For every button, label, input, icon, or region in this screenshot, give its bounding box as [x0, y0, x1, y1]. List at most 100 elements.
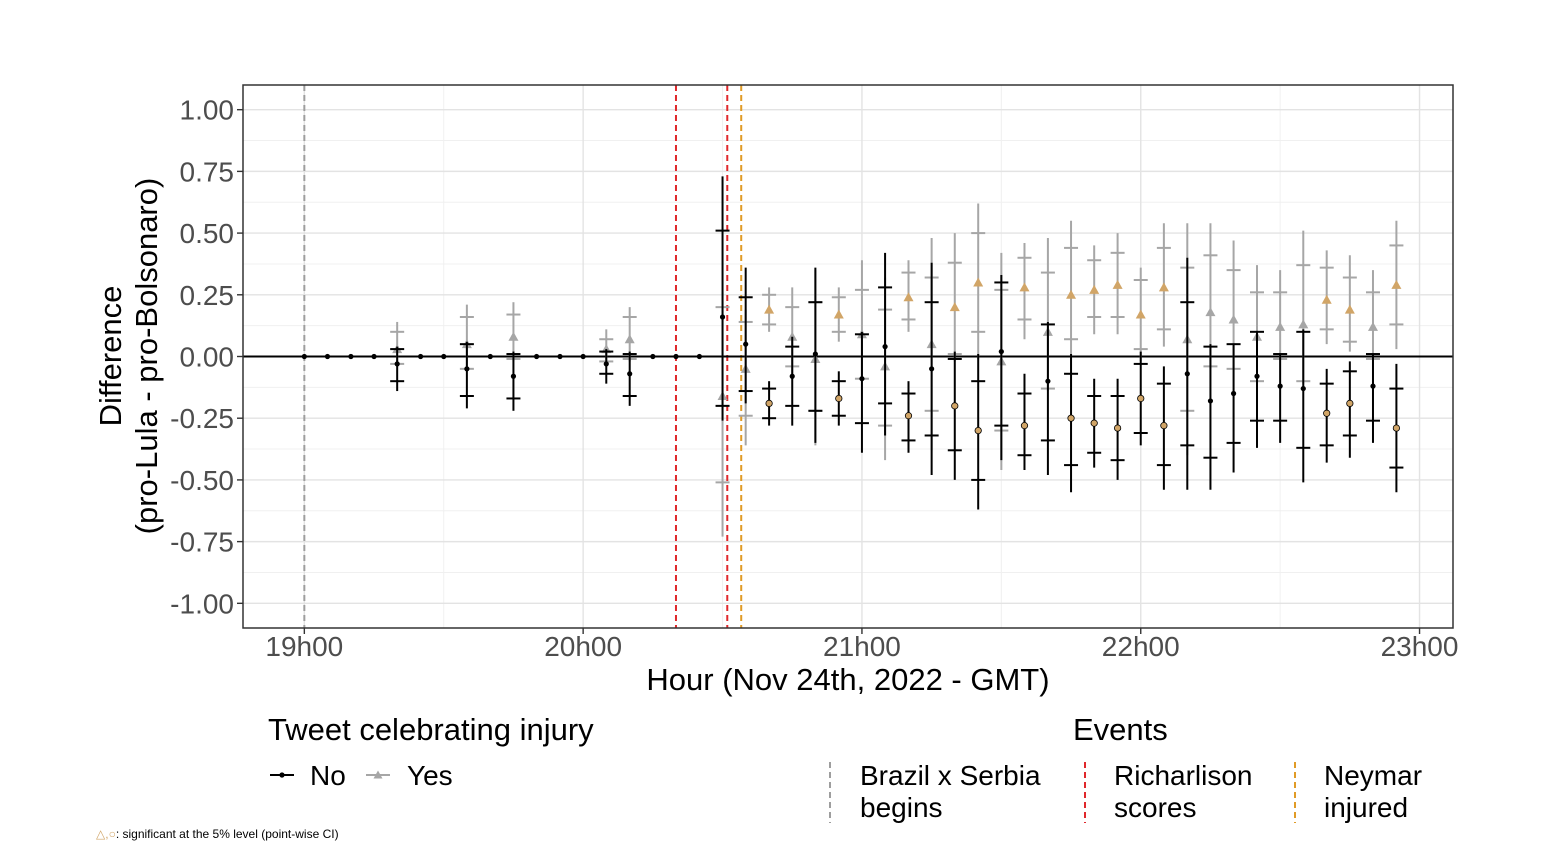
data-point [464, 366, 470, 372]
legend-key-no [270, 772, 294, 778]
x-tick-label: 19h00 [265, 631, 343, 662]
x-axis: 19h00 20h00 21h00 22h00 23h00 [265, 628, 1458, 662]
data-point [1298, 319, 1309, 329]
data-point [1090, 419, 1098, 427]
data-point [904, 412, 913, 420]
legend-tweet-title: Tweet celebrating injury [268, 712, 594, 747]
y-tick-label: 0.75 [180, 156, 235, 187]
data-point [974, 426, 982, 435]
y-axis-title-line1: Difference [93, 286, 128, 427]
data-point [1370, 383, 1376, 389]
legend-key-yes [366, 770, 390, 779]
data-point [301, 353, 307, 360]
data-point [764, 304, 775, 314]
data-point [1020, 422, 1029, 430]
legend-event2-line1: Richarlison [1114, 760, 1253, 791]
y-tick-label: -0.25 [170, 403, 234, 434]
data-point [1254, 373, 1260, 379]
data-point [1230, 390, 1237, 397]
data-point [1344, 304, 1355, 314]
data-point [1045, 378, 1051, 384]
legend-event1-line2: begins [860, 792, 943, 823]
footnote-text: : significant at the 5% level (point-wis… [116, 827, 339, 841]
legend-label-yes: Yes [407, 760, 453, 791]
data-point [1114, 424, 1122, 432]
x-tick-label: 22h00 [1102, 631, 1180, 662]
series-no [301, 176, 1404, 510]
data-point [1367, 321, 1378, 331]
data-point [835, 394, 843, 403]
data-point [973, 277, 984, 287]
data-point [627, 371, 633, 377]
data-point [417, 353, 424, 360]
data-point [949, 302, 960, 312]
legend-events: Events Brazil x Serbia begins Richarliso… [829, 712, 1422, 823]
data-point [624, 334, 635, 344]
data-point [833, 309, 844, 319]
data-point [1135, 309, 1146, 319]
data-point [765, 399, 773, 407]
data-point [441, 353, 447, 360]
data-point [1137, 394, 1145, 403]
legend-tweet: Tweet celebrating injury No Yes [268, 712, 594, 791]
x-tick-label: 21h00 [823, 631, 901, 662]
data-point [508, 331, 519, 341]
data-point [371, 353, 377, 360]
data-point [1160, 422, 1168, 430]
data-point [1346, 399, 1354, 407]
y-axis-title-line2: (pro-Lula - pro-Bolsonaro) [129, 178, 164, 535]
y-axis: 1.00 0.75 0.50 0.25 0.00 -0.25 -0.50 -0.75 -1.00 [170, 95, 243, 619]
data-point [603, 361, 609, 367]
data-point [719, 314, 726, 320]
data-point [998, 348, 1004, 355]
data-point [1158, 282, 1169, 292]
data-point [1112, 279, 1123, 289]
data-point [1067, 414, 1075, 422]
data-point [1391, 279, 1402, 289]
data-point [1089, 284, 1100, 294]
y-tick-label: 0.00 [180, 342, 235, 373]
y-tick-label: -1.00 [170, 588, 234, 619]
data-point [812, 351, 818, 357]
data-point [1323, 409, 1331, 417]
data-point [1300, 385, 1306, 392]
data-point [951, 402, 959, 410]
data-point [1275, 321, 1286, 331]
data-point [1205, 307, 1216, 317]
legend-event2-line2: scores [1114, 792, 1196, 823]
x-axis-title: Hour (Nov 24th, 2022 - GMT) [646, 662, 1049, 697]
data-point [882, 344, 888, 350]
data-point [533, 353, 540, 360]
data-point [1207, 398, 1214, 404]
footnote-symbols: △,○ [96, 827, 116, 841]
y-tick-label: 0.25 [180, 280, 235, 311]
data-point [1321, 294, 1332, 304]
legend-label-no: No [310, 760, 346, 791]
data-point [557, 353, 563, 360]
data-point [348, 353, 354, 360]
data-point [650, 353, 656, 360]
data-point [743, 341, 749, 347]
data-point [510, 373, 517, 379]
data-point [1019, 282, 1030, 292]
legend-event3-line2: injured [1324, 792, 1408, 823]
legend-event1-line1: Brazil x Serbia [860, 760, 1041, 791]
legend-event3-line1: Neymar [1324, 760, 1422, 791]
series-layer [301, 176, 1404, 537]
data-point [903, 292, 914, 302]
data-point [394, 361, 400, 367]
y-tick-label: 1.00 [180, 95, 235, 126]
y-tick-label: -0.50 [170, 465, 234, 496]
data-point [324, 353, 331, 360]
data-point [1228, 314, 1239, 324]
x-tick-label: 23h00 [1381, 631, 1459, 662]
data-point [580, 353, 586, 360]
y-tick-label: -0.75 [170, 527, 234, 558]
data-point [1277, 383, 1283, 389]
footnote: △,○: significant at the 5% level (point-… [96, 827, 339, 841]
data-point [1066, 289, 1077, 299]
data-point [929, 366, 935, 372]
data-point [673, 353, 679, 360]
legend-events-title: Events [1073, 712, 1168, 747]
